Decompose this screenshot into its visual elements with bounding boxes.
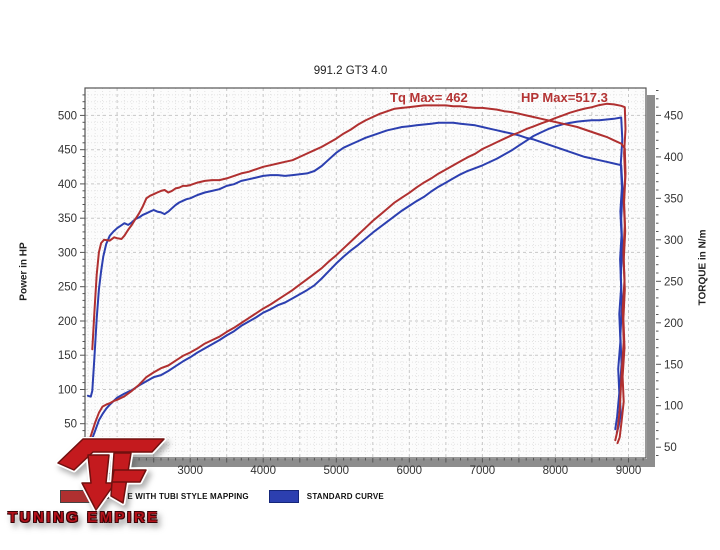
x-tick-label: 5000 bbox=[324, 465, 350, 477]
right-tick-label: 450 bbox=[664, 110, 683, 122]
legend-swatch-tubi bbox=[60, 489, 96, 503]
right-tick-label: 300 bbox=[664, 235, 683, 247]
left-tick-label: 450 bbox=[58, 145, 77, 157]
left-tick-label: 350 bbox=[58, 213, 77, 225]
right-tick-label: 150 bbox=[664, 359, 683, 371]
curve-standard_power bbox=[86, 116, 624, 445]
right-tick-label: 350 bbox=[664, 193, 683, 205]
right-tick-label: 50 bbox=[664, 442, 677, 454]
left-tick-label: 200 bbox=[58, 316, 77, 328]
left-tick-label: 500 bbox=[58, 110, 77, 122]
legend-label-tubi: CURVE WITH TUBI STYLE MAPPING bbox=[104, 491, 249, 501]
right-tick-label: 200 bbox=[664, 318, 683, 330]
chart-title: 991.2 GT3 4.0 bbox=[313, 65, 388, 77]
right-tick-label: 250 bbox=[664, 276, 683, 288]
curve-tubi_torque bbox=[91, 104, 627, 445]
left-tick-label: 100 bbox=[58, 385, 77, 397]
curve-standard_torque bbox=[86, 121, 624, 434]
left-tick-label: 250 bbox=[58, 282, 77, 294]
left-tick-label: 150 bbox=[58, 350, 77, 362]
tq-max-annotation: Tq Max= 462 bbox=[390, 90, 468, 105]
legend-label-standard: STANDARD CURVE bbox=[306, 491, 384, 501]
left-tick-label: 50 bbox=[64, 419, 77, 431]
legend-swatch-standard bbox=[268, 489, 299, 503]
x-tick-label: 2000 bbox=[104, 465, 130, 477]
right-axis-title: TORQUE in N/m bbox=[697, 229, 709, 306]
x-tick-label: 7000 bbox=[470, 465, 496, 477]
curve-tubi_power bbox=[89, 102, 627, 442]
left-axis-title: Power in HP bbox=[18, 242, 30, 301]
x-tick-label: 4000 bbox=[250, 465, 276, 477]
right-tick-label: 400 bbox=[664, 152, 683, 164]
left-tick-label: 400 bbox=[58, 179, 77, 191]
frame-shadow-right bbox=[647, 95, 655, 466]
frame-shadow-bottom bbox=[92, 459, 655, 467]
left-tick-label: 300 bbox=[58, 247, 77, 259]
x-tick-label: 6000 bbox=[397, 465, 423, 477]
x-tick-label: 8000 bbox=[543, 465, 569, 477]
right-tick-label: 100 bbox=[664, 401, 683, 413]
legend: CURVE WITH TUBI STYLE MAPPING STANDARD C… bbox=[60, 489, 384, 503]
x-tick-label: 9000 bbox=[616, 465, 642, 477]
x-tick-label: 3000 bbox=[177, 465, 203, 477]
hp-max-annotation: HP Max=517.3 bbox=[521, 90, 608, 105]
